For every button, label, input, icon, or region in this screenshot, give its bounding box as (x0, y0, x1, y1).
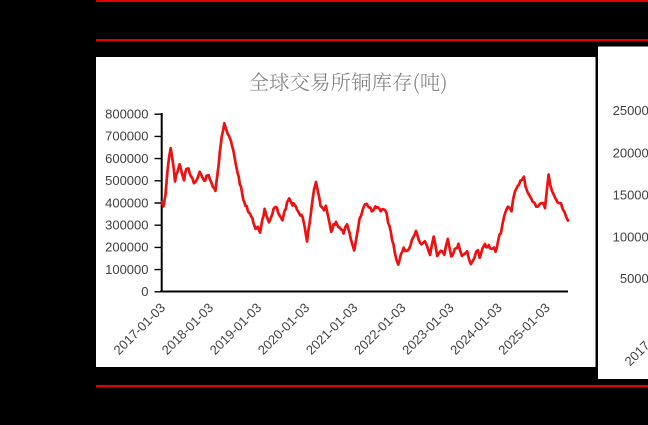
svg-text:250000: 250000 (613, 103, 648, 118)
svg-text:800000: 800000 (105, 107, 148, 122)
svg-text:600000: 600000 (105, 151, 148, 166)
svg-text:200000: 200000 (613, 146, 648, 161)
svg-text:150000: 150000 (613, 187, 648, 202)
svg-text:100000: 100000 (105, 262, 148, 277)
svg-text:300000: 300000 (105, 218, 148, 233)
svg-text:400000: 400000 (105, 195, 148, 210)
svg-text:200000: 200000 (105, 240, 148, 255)
svg-text:100000: 100000 (613, 230, 648, 245)
svg-text:50000: 50000 (620, 271, 648, 286)
svg-text:0: 0 (141, 284, 148, 299)
svg-text:500000: 500000 (105, 173, 148, 188)
svg-text:700000: 700000 (105, 129, 148, 144)
